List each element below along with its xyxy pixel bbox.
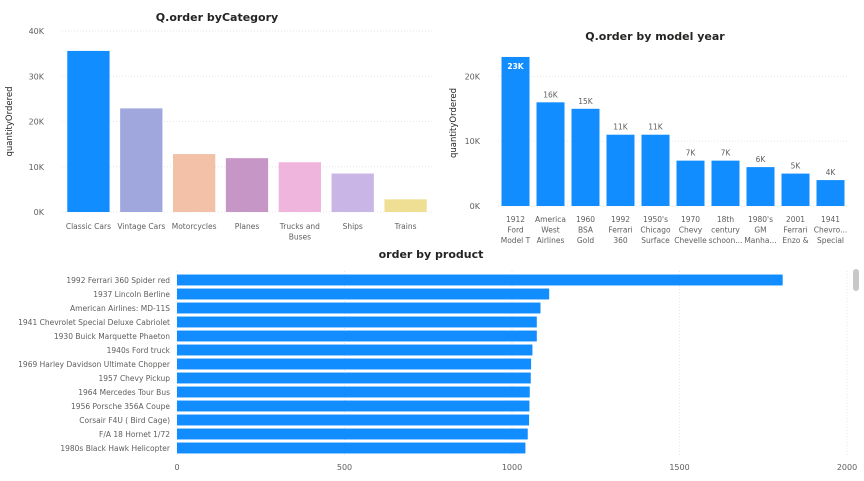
x-tick-label: 2000 bbox=[837, 463, 857, 472]
y-tick-label: American Airlines: MD-11S bbox=[70, 304, 170, 313]
y-tick-label: 1992 Ferrari 360 Spider red bbox=[66, 276, 170, 285]
x-tick-label: 1950's Chicago Surface bbox=[640, 215, 671, 245]
y-tick-label: 1941 Chevrolet Special Deluxe Cabriolet bbox=[18, 318, 170, 327]
y-tick-label: 1980s Black Hawk Helicopter bbox=[60, 444, 171, 453]
x-tick-label: 0 bbox=[174, 463, 179, 472]
data-label: 4K bbox=[826, 168, 837, 177]
data-label: 11K bbox=[648, 123, 664, 132]
data-label: 7K bbox=[721, 149, 732, 158]
bar bbox=[173, 154, 216, 212]
y-tick-label: 1940s Ford truck bbox=[107, 346, 171, 355]
bar bbox=[177, 442, 526, 454]
y-tick-label: 20K bbox=[465, 72, 481, 81]
x-tick-label: 1500 bbox=[669, 463, 689, 472]
data-label: 11K bbox=[613, 123, 629, 132]
y-axis-title: quantityOrdered bbox=[5, 86, 15, 156]
data-label: 23K bbox=[507, 62, 524, 71]
bar bbox=[278, 162, 321, 212]
x-tick-label: 500 bbox=[337, 463, 352, 472]
x-tick-label: Planes bbox=[235, 222, 260, 231]
x-tick-label: Trains bbox=[394, 222, 417, 231]
bar bbox=[177, 316, 537, 328]
bar bbox=[711, 160, 740, 206]
bar bbox=[177, 274, 783, 286]
y-tick-label: 1956 Porsche 356A Coupe bbox=[71, 402, 170, 411]
chart-title: order by product bbox=[379, 248, 484, 261]
x-tick-label: Trucks and Buses bbox=[279, 222, 320, 242]
x-tick-label: 1000 bbox=[502, 463, 522, 472]
x-tick-label: 1980's GM Manha... bbox=[744, 215, 776, 245]
bar bbox=[177, 386, 530, 398]
x-tick-label: 2001 Ferrari Enzo & bbox=[782, 215, 808, 245]
y-tick-label: 10K bbox=[465, 137, 481, 146]
x-tick-label: Classic Cars bbox=[66, 222, 111, 231]
data-label: 6K bbox=[756, 155, 767, 164]
chart-title: Q.order by model year bbox=[585, 30, 725, 43]
y-tick-label: Corsair F4U ( Bird Cage) bbox=[79, 416, 170, 425]
y-tick-label: 1964 Mercedes Tour Bus bbox=[78, 388, 170, 397]
data-label: 5K bbox=[791, 162, 802, 171]
y-tick-label: F/A 18 Hornet 1/72 bbox=[99, 430, 170, 439]
x-tick-label: Motorcycles bbox=[172, 222, 217, 231]
model-year-bar-chart: Q.order by model year 0K 10K 20K quantityOrd… bbox=[449, 30, 848, 245]
data-label: 7K bbox=[686, 149, 697, 158]
bar bbox=[67, 50, 110, 212]
bar bbox=[177, 372, 531, 384]
bar bbox=[384, 199, 427, 212]
y-tick-label: 0K bbox=[34, 208, 45, 217]
bar bbox=[177, 414, 530, 426]
x-tick-label: 1960 BSA Gold bbox=[576, 215, 595, 245]
bar bbox=[746, 167, 775, 206]
y-tick-label: 1969 Harley Davidson Ultimate Chopper bbox=[18, 360, 171, 369]
product-bar-chart: order by product 0 500 1000 1500 2000 1992 Fer… bbox=[18, 248, 857, 472]
y-axis-title: quantityOrdered bbox=[449, 88, 459, 158]
y-tick-label: 20K bbox=[29, 118, 45, 127]
y-tick-label: 1930 Buick Marquette Phaeton bbox=[54, 332, 170, 341]
y-tick-label: 40K bbox=[29, 27, 45, 36]
bar bbox=[536, 102, 565, 206]
bar bbox=[571, 108, 600, 206]
bar bbox=[781, 173, 810, 206]
scrollbar-thumb[interactable] bbox=[853, 269, 859, 291]
y-tick-label: 1937 Lincoln Berline bbox=[93, 290, 170, 299]
x-tick-label: 18th century schoon... bbox=[709, 215, 743, 245]
bar bbox=[177, 288, 550, 300]
scrollbar[interactable] bbox=[853, 267, 859, 467]
category-chart-panel: Q.order byCategory 0K 10K 20K 30K 40K quantity… bbox=[0, 0, 440, 245]
model-year-chart-panel: Q.order by model year 0K 10K 20K quantityOrd… bbox=[440, 0, 864, 245]
product-chart-panel: order by product 0 500 1000 1500 2000 1992 Fer… bbox=[0, 245, 864, 477]
bar bbox=[641, 134, 670, 206]
bar bbox=[177, 400, 530, 412]
bar bbox=[816, 180, 845, 206]
category-bar-chart: Q.order byCategory 0K 10K 20K 30K 40K quantity… bbox=[5, 11, 432, 242]
bar bbox=[120, 108, 163, 212]
x-tick-label: America West Airlines bbox=[535, 215, 566, 245]
bar bbox=[177, 428, 528, 440]
data-label: 16K bbox=[543, 90, 559, 99]
y-tick-label: 10K bbox=[29, 163, 45, 172]
bar bbox=[606, 134, 635, 206]
bar bbox=[177, 302, 541, 314]
x-tick-label: 1992 Ferrari 360 bbox=[608, 215, 632, 245]
x-tick-label: Vintage Cars bbox=[117, 222, 165, 231]
x-tick-label: 1970 Chevy Chevelle bbox=[674, 215, 707, 245]
bar bbox=[225, 158, 269, 212]
bar bbox=[331, 173, 374, 212]
bar bbox=[676, 160, 705, 206]
bar bbox=[177, 344, 533, 356]
bar bbox=[177, 330, 537, 342]
x-tick-label: 1941 Chevro... Special bbox=[814, 215, 848, 245]
y-tick-label: 0K bbox=[470, 202, 481, 211]
chart-title: Q.order byCategory bbox=[156, 11, 278, 24]
y-tick-label: 1957 Chevy Pickup bbox=[98, 374, 170, 383]
bar bbox=[177, 358, 532, 370]
y-tick-label: 30K bbox=[29, 72, 45, 81]
x-tick-label: 1912 Ford Model T bbox=[501, 215, 531, 245]
x-tick-label: Ships bbox=[343, 222, 363, 231]
bar bbox=[501, 56, 530, 207]
data-label: 15K bbox=[578, 97, 594, 106]
